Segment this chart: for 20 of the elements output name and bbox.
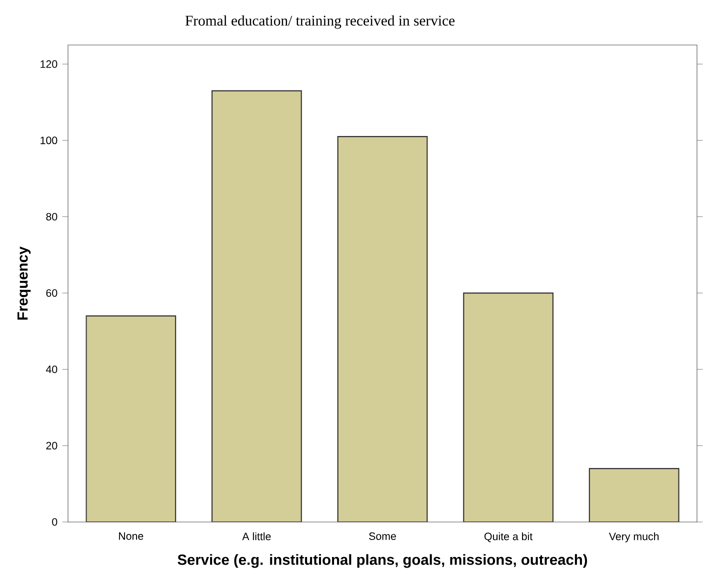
y-tick-label: 20	[46, 442, 58, 450]
y-tick-label: 0	[52, 518, 58, 526]
chart-title: Fromal education/ training received in service	[185, 15, 455, 29]
bar	[212, 90, 302, 522]
y-tick-label: 80	[46, 212, 58, 220]
x-tick-label: A little	[242, 532, 271, 540]
x-tick-label: Some	[369, 532, 396, 540]
bar	[588, 468, 680, 522]
y-axis-title: Frequency	[18, 246, 31, 320]
y-tick-label: 60	[46, 289, 58, 297]
y-tick-label: 100	[40, 136, 58, 144]
bar	[86, 315, 176, 522]
bar	[463, 292, 554, 522]
x-tick-label: Very much	[608, 532, 659, 542]
x-tick-label: Quite a bit	[484, 532, 533, 542]
bar	[337, 136, 428, 522]
x-axis-title: Service (e.g. institutional plans, goals, missions, outreach)	[178, 554, 588, 568]
x-tick-label: None	[119, 532, 144, 540]
y-tick-label: 40	[46, 366, 58, 374]
y-tick-label: 120	[40, 60, 58, 68]
